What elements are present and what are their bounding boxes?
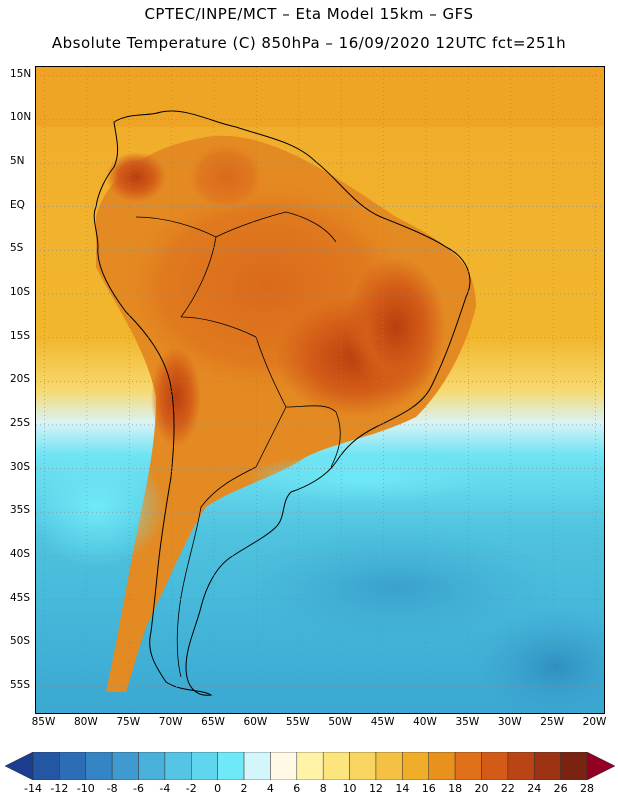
colorbar-box	[533, 752, 561, 780]
colorbar-box	[85, 752, 113, 780]
lat-label: 55S	[10, 678, 31, 691]
lat-label: 50S	[10, 635, 31, 648]
colorbar-box	[191, 752, 218, 780]
lat-label: 45S	[10, 591, 31, 604]
colorbar-box	[217, 752, 245, 780]
colorbar-box	[138, 752, 166, 780]
colorbar-label: -12	[50, 782, 69, 795]
lat-label: 5N	[10, 155, 25, 168]
colorbar-label: 2	[240, 782, 248, 795]
colorbar-box	[296, 752, 324, 780]
colorbar-label: 6	[293, 782, 301, 795]
colorbar-box	[428, 752, 456, 780]
colorbar-box	[111, 752, 139, 780]
colorbar-label: -14	[24, 782, 42, 795]
lon-label: 60W	[243, 716, 268, 728]
colorbar-label: 18	[448, 782, 463, 795]
colorbar-box	[349, 752, 377, 780]
colorbar-box	[59, 752, 87, 780]
lat-label: 25S	[10, 416, 31, 429]
lat-label: EQ	[10, 198, 25, 211]
lon-label: 65W	[201, 716, 225, 728]
colorbar-max-arrow	[586, 752, 615, 780]
colorbar-label: 14	[395, 782, 410, 795]
colorbar-box	[32, 752, 60, 780]
colorbar-label: -8	[106, 782, 118, 795]
lon-label: 75W	[116, 716, 141, 728]
colorbar	[5, 752, 615, 780]
colorbar-box	[481, 752, 509, 780]
colorbar-label: 26	[553, 782, 568, 795]
map-canvas	[36, 67, 604, 713]
colorbar-label: 8	[319, 782, 327, 795]
colorbar-label: -4	[159, 782, 171, 795]
colorbar-box	[322, 752, 350, 780]
colorbar-box	[402, 752, 429, 780]
lon-label: 55W	[285, 716, 310, 728]
colorbar-label: -6	[133, 782, 144, 795]
temperature-map	[35, 66, 605, 714]
lon-label: 45W	[370, 716, 395, 728]
lat-label: 10N	[10, 111, 32, 124]
lat-label: 30S	[10, 460, 31, 473]
colorbar-label: 22	[500, 782, 515, 795]
colorbar-min-arrow	[5, 752, 34, 780]
colorbar-label: -10	[76, 782, 95, 795]
coastline	[93, 110, 471, 696]
colorbar-label: 20	[474, 782, 489, 795]
lat-label: 35S	[10, 504, 31, 517]
lon-label: 40W	[413, 716, 437, 728]
colorbar-label: 0	[214, 782, 222, 795]
lon-label: 70W	[158, 716, 183, 728]
lon-label: 30W	[497, 716, 522, 728]
colorbar-box	[164, 752, 192, 780]
colorbar-box	[560, 752, 588, 780]
lat-label: 20S	[10, 373, 31, 386]
colorbar-label: 4	[266, 782, 274, 795]
lon-label: 35W	[455, 716, 480, 728]
country-borders	[135, 211, 341, 678]
lon-label: 85W	[31, 716, 56, 728]
lon-label: 80W	[73, 716, 98, 728]
colorbar-box	[507, 752, 535, 780]
colorbar-label: 10	[342, 782, 357, 795]
colorbar-box	[270, 752, 298, 780]
colorbar-label: 12	[368, 782, 383, 795]
title-line-2: Absolute Temperature (C) 850hPa – 16/09/…	[51, 34, 567, 52]
lat-label: 40S	[10, 547, 31, 560]
lat-label: 15N	[10, 67, 32, 80]
grid-lines	[36, 67, 604, 713]
colorbar-label: 24	[527, 782, 542, 795]
lat-label: 15S	[10, 329, 31, 342]
colorbar-box	[375, 752, 403, 780]
colorbar-label: -2	[185, 782, 197, 795]
title-line-1: CPTEC/INPE/MCT – Eta Model 15km – GFS	[144, 5, 474, 23]
lon-label: 25W	[540, 716, 564, 728]
lon-label: 20W	[582, 716, 607, 728]
lat-label: 10S	[10, 285, 31, 298]
colorbar-box	[243, 752, 271, 780]
lon-label: 50W	[328, 716, 353, 728]
colorbar-box	[454, 752, 482, 780]
lat-label: 5S	[10, 242, 24, 255]
colorbar-label: 28	[580, 782, 594, 795]
colorbar-label: 16	[421, 782, 436, 795]
